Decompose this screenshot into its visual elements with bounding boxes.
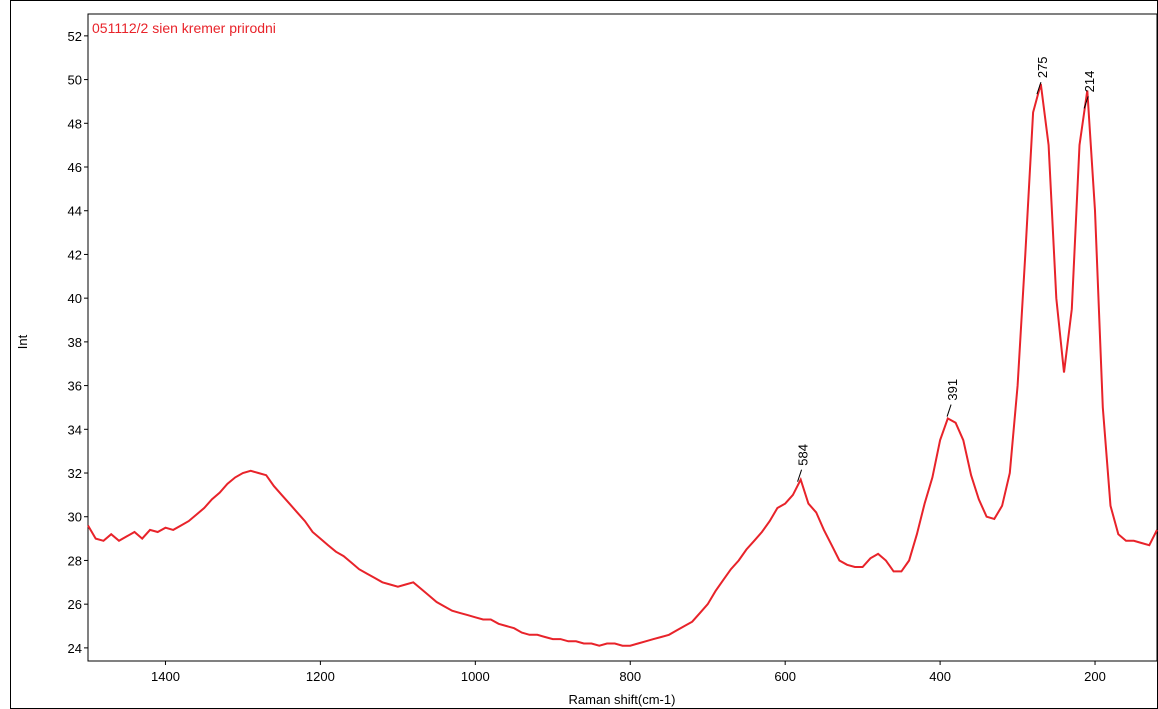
peak-marker: [1036, 81, 1042, 95]
y-tick-label: 34: [68, 422, 82, 437]
x-tick-label: 400: [929, 669, 951, 684]
y-tick-label: 48: [68, 116, 82, 131]
peak-label: 391: [945, 379, 960, 401]
y-tick-label: 50: [68, 73, 82, 88]
peak-label: 584: [796, 444, 811, 466]
y-tick-label: 52: [68, 29, 82, 44]
y-tick-label: 32: [68, 466, 82, 481]
peak-label: 275: [1035, 56, 1050, 78]
outer-frame: [10, 0, 1158, 709]
y-tick-label: 44: [68, 204, 82, 219]
y-tick-label: 30: [68, 510, 82, 525]
x-tick-label: 800: [619, 669, 641, 684]
chart-title: 051112/2 sien kremer prirodni: [92, 20, 276, 36]
y-tick-label: 38: [68, 335, 82, 350]
x-tick-label: 600: [774, 669, 796, 684]
y-tick-label: 42: [68, 247, 82, 262]
y-tick-label: 26: [68, 597, 82, 612]
y-axis-label: Int: [15, 334, 30, 349]
peak-marker: [1083, 96, 1089, 109]
peak-marker: [797, 469, 803, 482]
y-tick-label: 40: [68, 291, 82, 306]
peak-marker: [946, 404, 952, 417]
x-axis-label: Raman shift(cm-1): [569, 692, 676, 707]
x-tick-label: 200: [1084, 669, 1106, 684]
y-tick-label: 36: [68, 379, 82, 394]
peak-label: 214: [1082, 71, 1097, 93]
y-tick-label: 28: [68, 553, 82, 568]
plot-frame: [87, 13, 1158, 662]
x-tick-label: 1000: [461, 669, 490, 684]
y-tick-label: 46: [68, 160, 82, 175]
spectrum-line: [87, 83, 1158, 647]
x-tick-label: 1200: [306, 669, 335, 684]
y-tick-label: 24: [68, 641, 82, 656]
x-tick-label: 1400: [151, 669, 180, 684]
